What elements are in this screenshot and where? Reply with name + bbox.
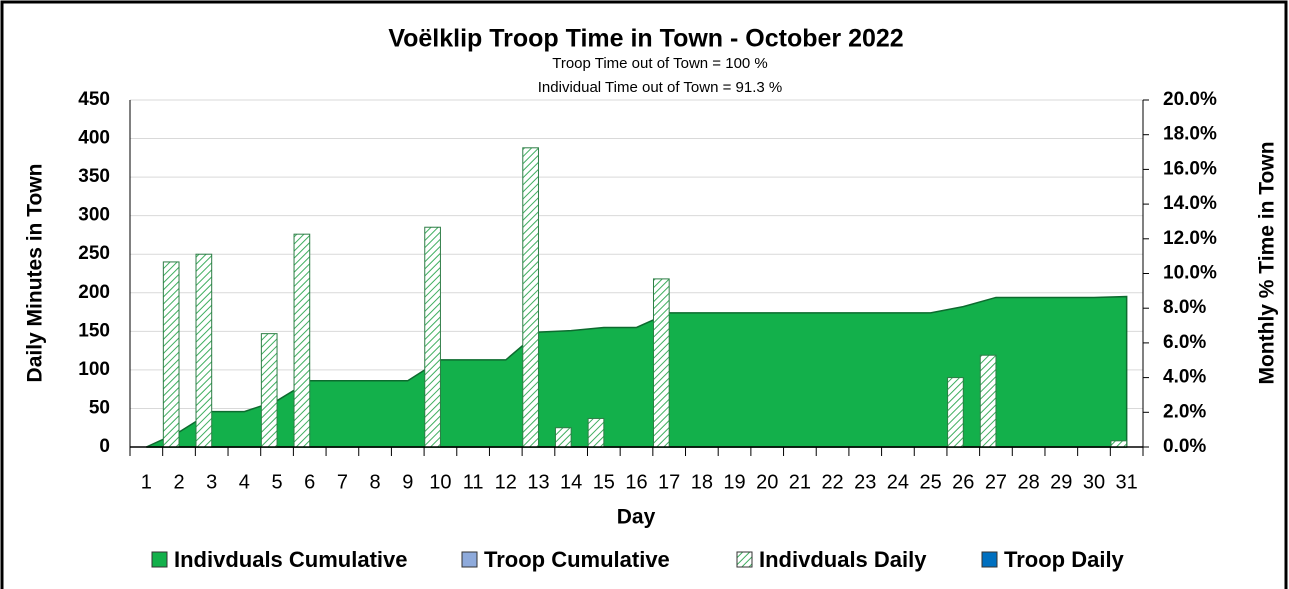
x-tick-label: 27	[985, 471, 1007, 493]
x-tick-label: 5	[271, 471, 282, 493]
x-tick-label: 8	[370, 471, 381, 493]
x-tick-label: 29	[1050, 471, 1072, 493]
y-tick-label: 0	[99, 436, 110, 457]
bar	[260, 333, 278, 448]
y-tick-label: 100	[78, 359, 110, 380]
x-axis-label: Day	[617, 506, 656, 529]
y-tick-label: 200	[78, 282, 110, 303]
x-tick-label: 7	[337, 471, 348, 493]
x-tick-label: 13	[527, 471, 549, 493]
y-tick-label: 350	[78, 166, 110, 187]
legend-swatch	[461, 551, 478, 568]
x-tick-label: 21	[789, 471, 811, 493]
bar	[293, 233, 311, 448]
bar	[554, 427, 572, 448]
x-tick-label: 28	[1018, 471, 1040, 493]
legend-label: Troop Cumulative	[484, 547, 670, 572]
x-tick-label: 1	[141, 471, 152, 493]
y-tick-label: 450	[78, 89, 110, 110]
y2-tick-label: 0.0%	[1163, 436, 1206, 457]
area	[146, 295, 1128, 448]
y-axis-label: Daily Minutes in Town	[24, 164, 47, 383]
x-tick-label: 15	[593, 471, 615, 493]
legend-swatch	[736, 551, 753, 568]
x-tick-label: 12	[495, 471, 517, 493]
x-tick-label: 23	[854, 471, 876, 493]
y2-tick-label: 4.0%	[1163, 367, 1206, 388]
x-tick-label: 31	[1116, 471, 1138, 493]
y2-tick-label: 6.0%	[1163, 332, 1206, 353]
x-tick-label: 3	[206, 471, 217, 493]
legend-label: Indivduals Cumulative	[174, 547, 408, 572]
x-tick-label: 6	[304, 471, 315, 493]
bar	[947, 377, 964, 448]
legend-label: Troop Daily	[1004, 547, 1125, 572]
bar	[652, 278, 670, 448]
x-tick-label: 25	[919, 471, 941, 493]
y2-tick-label: 18.0%	[1163, 124, 1217, 145]
x-tick-label: 11	[463, 471, 484, 493]
x-tick-label: 14	[560, 471, 582, 493]
y-tick-label: 150	[78, 320, 110, 341]
y-tick-label: 300	[78, 205, 110, 226]
x-tick-label: 26	[952, 471, 974, 493]
x-tick-label: 22	[821, 471, 843, 493]
y-tick-label: 50	[89, 397, 110, 418]
y-tick-label: 250	[78, 243, 110, 264]
x-tick-label: 16	[625, 471, 647, 493]
x-tick-label: 24	[887, 471, 909, 493]
x-tick-label: 9	[402, 471, 413, 493]
bar	[522, 147, 539, 448]
legend-label: Indivduals Daily	[759, 547, 927, 572]
y2-tick-label: 8.0%	[1163, 297, 1206, 318]
y-tick-label: 400	[78, 128, 110, 149]
x-tick-label: 17	[658, 471, 680, 493]
bar	[195, 253, 213, 448]
bar	[424, 226, 441, 448]
y2-tick-label: 20.0%	[1163, 89, 1217, 110]
annotation: Troop Time out of Town = 100 %	[552, 55, 768, 72]
x-tick-label: 4	[239, 471, 250, 493]
x-tick-label: 10	[429, 471, 451, 493]
chart-title: Voëlklip Troop Time in Town - October 20…	[388, 25, 903, 53]
y2-tick-label: 14.0%	[1163, 193, 1217, 214]
annotation: Individual Time out of Town = 91.3 %	[538, 79, 782, 96]
x-tick-label: 2	[173, 471, 184, 493]
y2-axis-label: Monthly % Time in Town	[1256, 141, 1279, 384]
y2-tick-label: 10.0%	[1163, 263, 1217, 284]
x-tick-label: 19	[723, 471, 745, 493]
y2-tick-label: 16.0%	[1163, 158, 1217, 179]
y2-tick-label: 2.0%	[1163, 401, 1206, 422]
bar	[979, 354, 997, 448]
x-tick-label: 30	[1083, 471, 1105, 493]
y2-tick-label: 12.0%	[1163, 228, 1217, 249]
x-tick-label: 18	[691, 471, 713, 493]
bar	[1110, 440, 1128, 448]
legend-swatch	[981, 551, 998, 568]
bar	[162, 261, 180, 448]
x-tick-label: 20	[756, 471, 778, 493]
legend-swatch	[151, 551, 168, 568]
bar	[587, 417, 605, 448]
